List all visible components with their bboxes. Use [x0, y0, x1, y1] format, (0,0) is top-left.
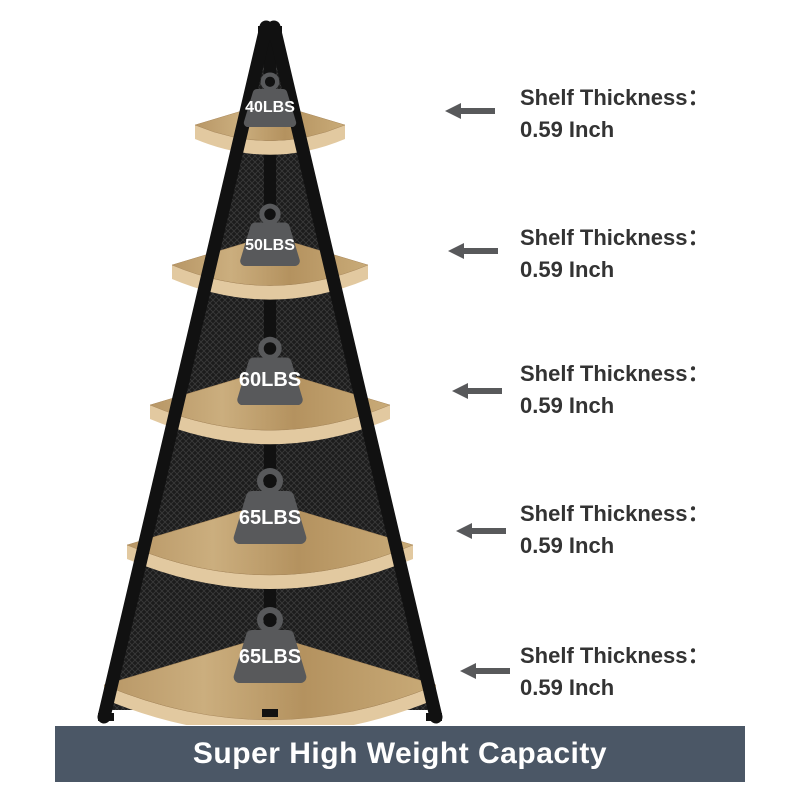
annotation-line2: 0.59 Inch — [520, 114, 780, 146]
annotation-line2: 0.59 Inch — [520, 530, 780, 562]
weight-badge: 65LBS — [220, 605, 320, 683]
weight-badge: 40LBS — [234, 71, 306, 127]
weight-label: 65LBS — [239, 507, 301, 530]
thickness-annotation: Shelf Thickness：0.59 Inch — [520, 640, 780, 704]
arrow-icon — [448, 242, 498, 262]
weight-badge: 60LBS — [225, 335, 315, 405]
arrow-icon — [456, 522, 506, 542]
annotation-line2: 0.59 Inch — [520, 672, 780, 704]
annotation-line1: Shelf Thickness： — [520, 640, 780, 672]
arrow-icon — [445, 102, 495, 122]
banner: Super High Weight Capacity — [55, 726, 745, 782]
thickness-annotation: Shelf Thickness：0.59 Inch — [520, 358, 780, 422]
weight-badge: 65LBS — [220, 466, 320, 544]
weight-badge: 50LBS — [229, 202, 311, 266]
arrow-icon — [460, 662, 510, 682]
annotation-line2: 0.59 Inch — [520, 254, 780, 286]
weight-label: 60LBS — [239, 369, 301, 392]
arrow-icon — [452, 382, 502, 402]
annotation-line2: 0.59 Inch — [520, 390, 780, 422]
thickness-annotation: Shelf Thickness：0.59 Inch — [520, 498, 780, 562]
annotation-line1: Shelf Thickness： — [520, 358, 780, 390]
thickness-annotation: Shelf Thickness：0.59 Inch — [520, 222, 780, 286]
banner-text: Super High Weight Capacity — [193, 737, 607, 771]
weight-label: 50LBS — [245, 237, 295, 255]
annotation-line1: Shelf Thickness： — [520, 498, 780, 530]
infographic-canvas: 40LBS Shelf Thickness：0.59 Inch 50LBS Sh… — [0, 0, 800, 800]
weight-label: 40LBS — [245, 99, 295, 117]
annotation-line1: Shelf Thickness： — [520, 222, 780, 254]
thickness-annotation: Shelf Thickness：0.59 Inch — [520, 82, 780, 146]
annotation-line1: Shelf Thickness： — [520, 82, 780, 114]
weight-label: 65LBS — [239, 646, 301, 669]
